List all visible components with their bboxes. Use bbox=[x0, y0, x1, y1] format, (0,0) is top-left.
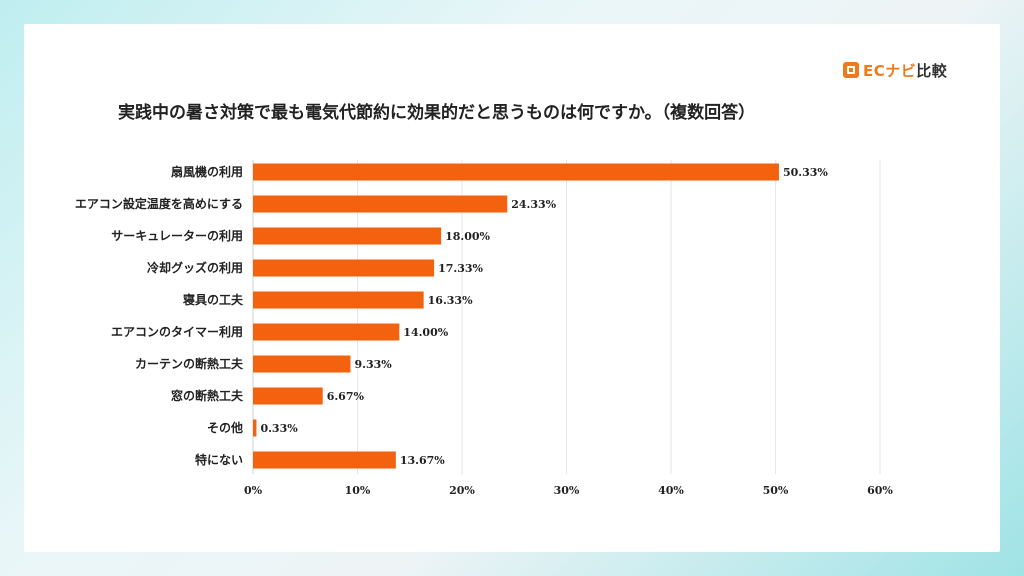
value-label: 50.33% bbox=[783, 166, 828, 179]
value-label: 9.33% bbox=[354, 358, 392, 371]
category-label: 扇風機の利用 bbox=[171, 164, 243, 179]
bar bbox=[253, 451, 396, 469]
category-label: 窓の断熱工夫 bbox=[171, 388, 244, 403]
value-label: 14.00% bbox=[403, 326, 448, 339]
bar bbox=[253, 355, 351, 373]
x-tick-label: 40% bbox=[658, 484, 684, 497]
category-label: カーテンの断熱工夫 bbox=[135, 356, 244, 371]
value-label: 16.33% bbox=[428, 294, 473, 307]
chart-card bbox=[24, 24, 1000, 552]
value-label: 6.67% bbox=[327, 390, 365, 403]
value-label: 18.00% bbox=[445, 230, 490, 243]
x-tick-label: 20% bbox=[449, 484, 475, 497]
bar bbox=[253, 195, 508, 213]
category-label: エアコン設定温度を高めにする bbox=[75, 196, 243, 211]
category-label: 特にない bbox=[195, 452, 243, 467]
x-tick-label: 50% bbox=[763, 484, 789, 497]
category-label: サーキュレーターの利用 bbox=[111, 228, 243, 243]
bar bbox=[253, 291, 424, 309]
bar bbox=[253, 387, 323, 405]
bar bbox=[253, 419, 257, 437]
x-tick-label: 30% bbox=[554, 484, 580, 497]
x-tick-label: 0% bbox=[244, 484, 263, 497]
logo-suffix: 比較 bbox=[916, 61, 948, 80]
logo-name: ナビ bbox=[885, 61, 917, 80]
bar bbox=[253, 227, 442, 245]
category-label: 寝具の工夫 bbox=[183, 292, 244, 307]
brand-logo: ECナビ比較 bbox=[843, 59, 947, 81]
x-tick-label: 60% bbox=[867, 484, 893, 497]
value-label: 13.67% bbox=[400, 454, 445, 467]
chart-title: 実践中の暑さ対策で最も電気代節約に効果的だと思うものは何ですか。（複数回答） bbox=[118, 103, 756, 123]
bar bbox=[253, 163, 779, 181]
logo-brand: EC bbox=[863, 61, 886, 80]
value-label: 24.33% bbox=[511, 198, 556, 211]
bar bbox=[253, 259, 435, 277]
category-label: 冷却グッズの利用 bbox=[147, 260, 243, 275]
bar bbox=[253, 323, 400, 341]
category-label: その他 bbox=[207, 420, 243, 435]
value-label: 0.33% bbox=[260, 422, 298, 435]
value-label: 17.33% bbox=[438, 262, 483, 275]
x-tick-label: 10% bbox=[345, 484, 371, 497]
logo-icon bbox=[843, 62, 859, 78]
category-label: エアコンのタイマー利用 bbox=[111, 324, 243, 339]
